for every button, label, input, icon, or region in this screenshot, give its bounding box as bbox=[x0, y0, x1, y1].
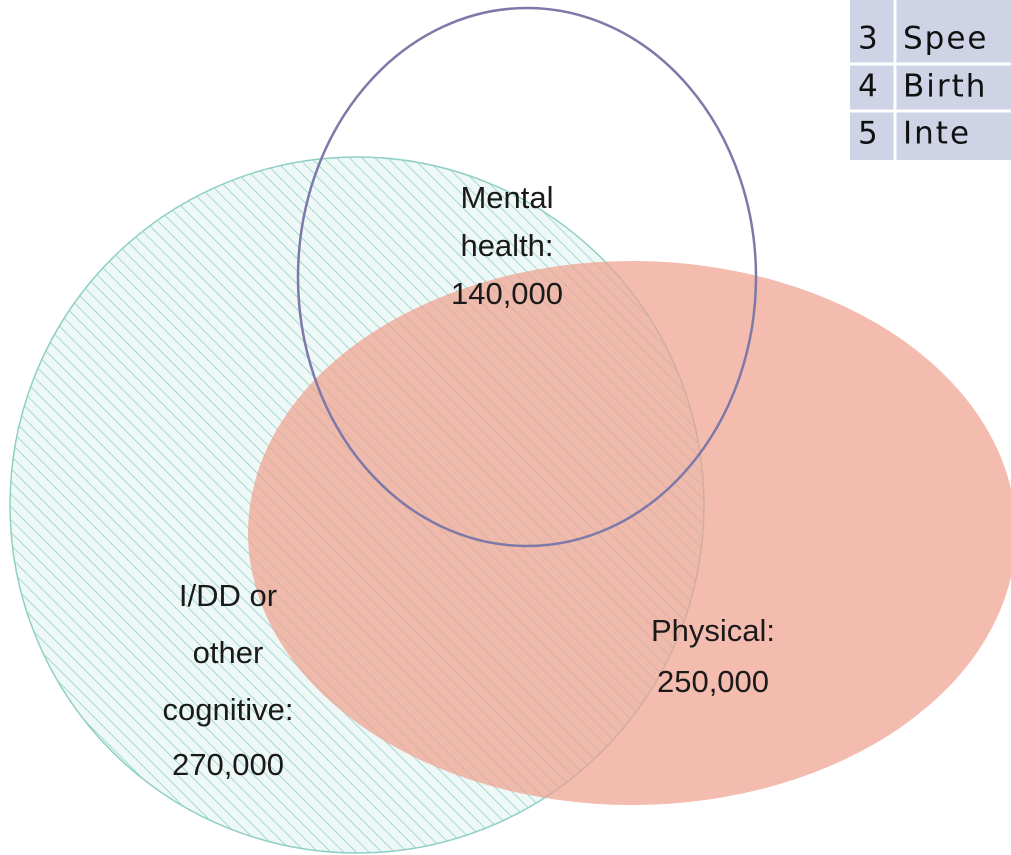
table-cell: Birth bbox=[903, 69, 987, 105]
set-label: I/DD or bbox=[179, 578, 277, 613]
table-cell: Spee bbox=[903, 21, 989, 57]
set-label: other bbox=[193, 635, 264, 670]
set-label: 270,000 bbox=[172, 747, 284, 782]
set-label: 140,000 bbox=[451, 276, 563, 311]
table: 3 Spee 4 Birth 5 Inte bbox=[850, 0, 1011, 160]
set-label: health: bbox=[460, 228, 553, 263]
table-cell: Inte bbox=[903, 116, 971, 152]
set-label: Physical: bbox=[651, 613, 775, 648]
table-cell: 3 bbox=[858, 21, 880, 57]
mental-health-set bbox=[296, 6, 758, 548]
table-background bbox=[850, 0, 1011, 160]
physical-set bbox=[248, 261, 1011, 805]
set-label: 250,000 bbox=[657, 664, 769, 699]
table-cell: 5 bbox=[858, 116, 880, 152]
table-cell: 4 bbox=[858, 69, 880, 105]
set-label: Mental bbox=[460, 180, 553, 215]
set-label: cognitive: bbox=[163, 692, 294, 727]
